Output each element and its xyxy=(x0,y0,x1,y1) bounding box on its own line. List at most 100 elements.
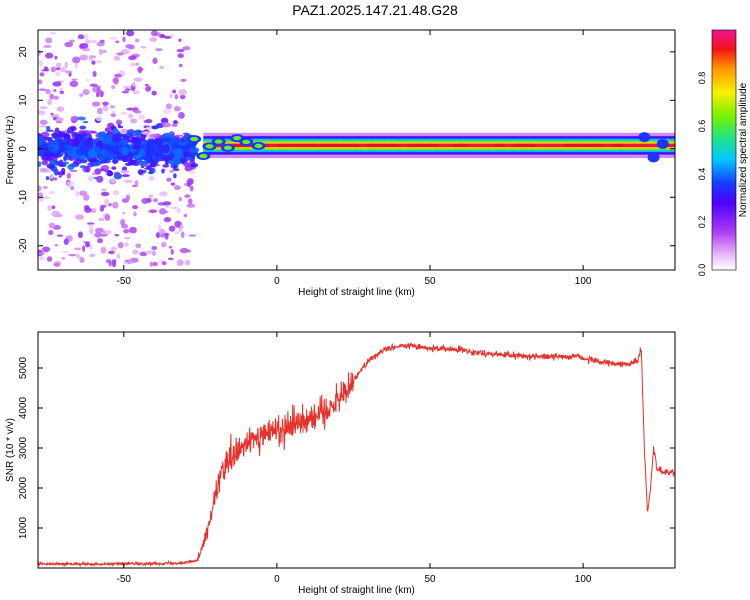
spectrogram-cell xyxy=(141,197,149,204)
spectrogram-cell xyxy=(152,198,158,203)
spectrogram-cell xyxy=(117,241,124,249)
spectrogram-cell xyxy=(188,147,200,153)
spectrogram-cell xyxy=(112,201,119,209)
spectrogram-cell xyxy=(153,138,163,145)
bottom-x-axis-label: Height of straight line (km) xyxy=(298,585,415,596)
spectrogram-cell xyxy=(92,70,97,78)
spectrogram-cell xyxy=(95,116,103,122)
tone-onset-mark xyxy=(190,136,199,142)
spectrogram-cell xyxy=(132,90,140,95)
spectrogram-cell xyxy=(45,52,54,59)
spectrogram-cell xyxy=(108,250,115,255)
spectrogram-cell xyxy=(84,33,89,41)
spectrogram-cell xyxy=(55,67,61,71)
tone-core-mark xyxy=(365,143,380,147)
spectrogram-cell xyxy=(132,205,139,210)
spectrogram-cell xyxy=(148,176,155,182)
spectrogram-cell xyxy=(77,34,85,40)
spectrogram-cell xyxy=(52,81,62,87)
spectrogram-cell xyxy=(117,152,124,160)
spectrogram-cell xyxy=(123,261,129,264)
spectrogram-cell xyxy=(188,234,197,237)
spectrogram-cell xyxy=(173,173,177,179)
spectrogram-cell xyxy=(179,247,189,254)
spectrogram-cell xyxy=(169,93,173,99)
spectrogram-cell xyxy=(172,155,181,165)
top-y-tick-label: 20 xyxy=(18,46,29,58)
spectrogram-cell xyxy=(120,128,129,134)
top-y-tick-label: -20 xyxy=(18,238,29,253)
spectrogram-cell xyxy=(53,89,57,92)
spectrogram-cell xyxy=(151,125,158,129)
spectrogram-cell xyxy=(178,63,183,68)
tone-core-mark xyxy=(337,143,349,147)
spectrogram-cell xyxy=(161,261,167,266)
spectrogram-cell xyxy=(184,194,191,198)
spectrogram-cell xyxy=(172,89,177,94)
spectrogram-cell xyxy=(183,213,188,218)
spectrogram-cell xyxy=(133,140,141,150)
spectrogram-cell xyxy=(47,99,52,106)
spectrogram-cell xyxy=(183,161,190,167)
spectrogram-cell xyxy=(60,161,70,165)
spectrogram-cell xyxy=(106,170,113,177)
spectrogram-cell xyxy=(40,131,50,138)
spectrogram-cell xyxy=(114,233,120,237)
spectrogram-cell xyxy=(69,80,79,88)
spectrogram-cell xyxy=(50,31,56,35)
spectrogram-cell xyxy=(165,103,173,110)
spectrogram-cell xyxy=(76,116,86,121)
spectrogram-cell xyxy=(56,106,65,112)
spectrogram-cell xyxy=(138,149,146,157)
spectrogram-cell xyxy=(143,120,149,123)
spectrogram-cell xyxy=(75,190,79,197)
tone-core-mark xyxy=(325,143,342,147)
spectrogram-cell xyxy=(180,78,187,82)
spectrogram-cell xyxy=(101,188,107,192)
top-y-tick-label: 0 xyxy=(18,146,29,152)
spectrogram-cell xyxy=(124,179,133,184)
spectrogram-cell xyxy=(125,30,135,37)
spectrogram-cell xyxy=(80,145,90,154)
tone-core-mark xyxy=(610,143,625,147)
spectrogram-cell xyxy=(189,170,196,174)
spectrogram-cell xyxy=(189,185,194,192)
tone-onset-mark xyxy=(199,153,208,159)
spectrogram-cell xyxy=(160,241,167,248)
spectrogram-cell xyxy=(141,131,151,135)
spectrogram-cell xyxy=(39,255,44,261)
bottom-plot-frame xyxy=(37,331,676,569)
spectrogram-cell xyxy=(76,133,85,141)
spectrogram-cell xyxy=(149,133,157,138)
bottom-x-tick-label: -50 xyxy=(117,574,132,585)
tone-onset-mark xyxy=(205,144,214,149)
spectrogram-cell xyxy=(122,135,131,140)
spectrogram-cell xyxy=(81,47,91,52)
bottom-y-axis-label: SNR (10 * v/v) xyxy=(5,418,16,482)
spectrogram-cell xyxy=(149,261,153,267)
spectrogram-cell xyxy=(88,149,98,159)
spectrogram-cell xyxy=(39,106,48,109)
spectrogram-cell xyxy=(104,127,111,133)
tone-core-mark xyxy=(345,143,360,147)
spectrogram-cell xyxy=(70,185,75,191)
spectrogram-cell xyxy=(45,88,51,95)
spectrogram-cell xyxy=(38,185,42,192)
spectrogram-cell xyxy=(85,165,91,173)
spectrogram-cell xyxy=(85,39,90,44)
spectrogram-cell xyxy=(168,245,172,249)
spectrogram-cell xyxy=(70,116,75,121)
colorbar-label: Normalized spectral amplitude xyxy=(738,82,749,217)
spectrogram-cell xyxy=(99,90,104,98)
spectrogram-cell xyxy=(55,62,62,68)
spectrogram-cell xyxy=(120,146,130,156)
spectrogram-cell xyxy=(162,156,171,162)
top-x-tick-label: 50 xyxy=(424,276,436,287)
spectrogram-cell xyxy=(188,154,196,162)
tone-onset-mark xyxy=(242,139,251,145)
tone-core-mark xyxy=(423,143,440,147)
spectrogram-cell xyxy=(112,156,119,164)
spectrogram-cell xyxy=(58,175,62,178)
spectrogram-cell xyxy=(91,172,96,176)
spectrogram-cell xyxy=(113,172,122,180)
